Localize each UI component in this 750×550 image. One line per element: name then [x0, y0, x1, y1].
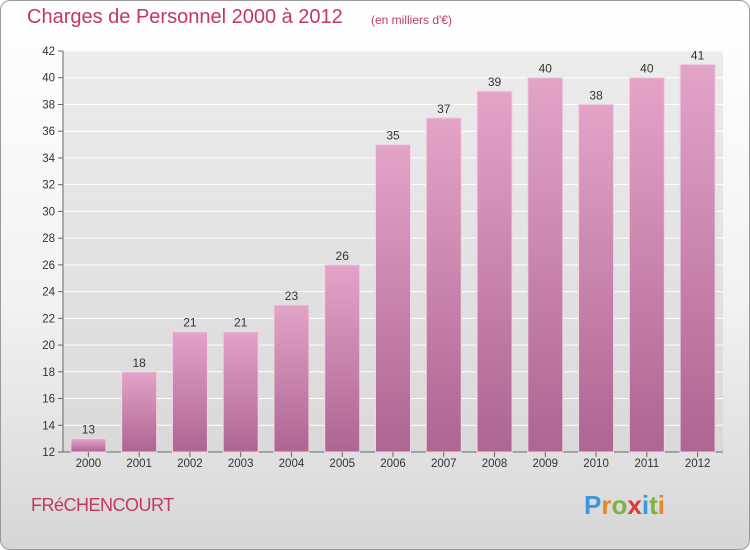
- bar: [527, 77, 564, 453]
- y-tick-label: 12: [42, 447, 55, 459]
- data-label: 23: [285, 289, 299, 303]
- bar: [476, 90, 513, 453]
- bar: [222, 331, 259, 453]
- commune-name: FRéCHENCOURT: [31, 495, 174, 515]
- y-tick-label: 36: [42, 126, 55, 138]
- bar: [375, 144, 411, 453]
- data-label: 39: [488, 75, 502, 89]
- data-label: 35: [386, 129, 400, 143]
- x-tick-label: 2005: [329, 458, 355, 470]
- chart-title: Charges de Personnel 2000 à 2012: [27, 6, 343, 28]
- data-label: 26: [336, 249, 350, 263]
- y-tick-label: 28: [42, 233, 55, 245]
- bar: [121, 371, 158, 453]
- y-tick-label: 32: [42, 180, 55, 192]
- y-tick-label: 16: [42, 394, 55, 406]
- data-label: 40: [640, 62, 654, 76]
- x-tick-label: 2001: [126, 458, 152, 470]
- data-label: 13: [82, 423, 96, 437]
- bar: [273, 304, 310, 453]
- data-label: 38: [589, 88, 603, 102]
- x-tick-label: 2003: [228, 458, 254, 470]
- logo-letter: o: [611, 490, 628, 520]
- y-tick-label: 22: [42, 313, 55, 325]
- data-label: 37: [437, 102, 451, 116]
- bar: [324, 264, 361, 453]
- data-label: 18: [132, 356, 146, 370]
- y-tick-label: 40: [42, 73, 55, 85]
- y-tick-label: 42: [42, 46, 55, 58]
- x-tick-label: 2002: [177, 458, 203, 470]
- proxiti-logo: Proxiti: [584, 490, 665, 521]
- y-tick-label: 26: [42, 260, 55, 272]
- bar: [628, 77, 665, 453]
- logo-letter: i: [641, 490, 650, 520]
- x-tick-label: 2000: [76, 458, 102, 470]
- logo-letter: t: [649, 490, 658, 520]
- x-tick-label: 2004: [279, 458, 305, 470]
- chart-subtitle: (en milliers d'€): [371, 13, 452, 27]
- y-tick-label: 30: [42, 206, 55, 218]
- logo-letter: r: [601, 490, 612, 520]
- y-tick-label: 34: [42, 153, 55, 165]
- logo-letter: x: [627, 490, 642, 520]
- bar: [578, 103, 615, 453]
- x-tick-label: 2010: [583, 458, 609, 470]
- x-tick-label: 2011: [634, 458, 659, 470]
- x-tick-label: 2006: [380, 458, 406, 470]
- x-tick-label: 2009: [533, 458, 559, 470]
- bar: [70, 438, 107, 453]
- bar: [679, 63, 716, 453]
- logo-letter: P: [584, 490, 602, 520]
- x-tick-label: 2007: [431, 458, 457, 470]
- bar: [425, 117, 462, 453]
- x-tick-label: 2008: [482, 458, 508, 470]
- y-tick-label: 18: [42, 367, 55, 379]
- data-label: 41: [691, 48, 705, 62]
- x-tick-label: 2012: [685, 458, 711, 470]
- bar: [171, 331, 208, 453]
- data-label: 21: [234, 316, 248, 330]
- y-tick-label: 24: [42, 287, 55, 299]
- data-label: 40: [539, 62, 553, 76]
- logo-letter: i: [657, 490, 665, 520]
- y-tick-label: 14: [42, 420, 55, 432]
- y-tick-label: 20: [42, 340, 55, 352]
- data-label: 21: [183, 316, 197, 330]
- y-tick-label: 38: [42, 99, 55, 111]
